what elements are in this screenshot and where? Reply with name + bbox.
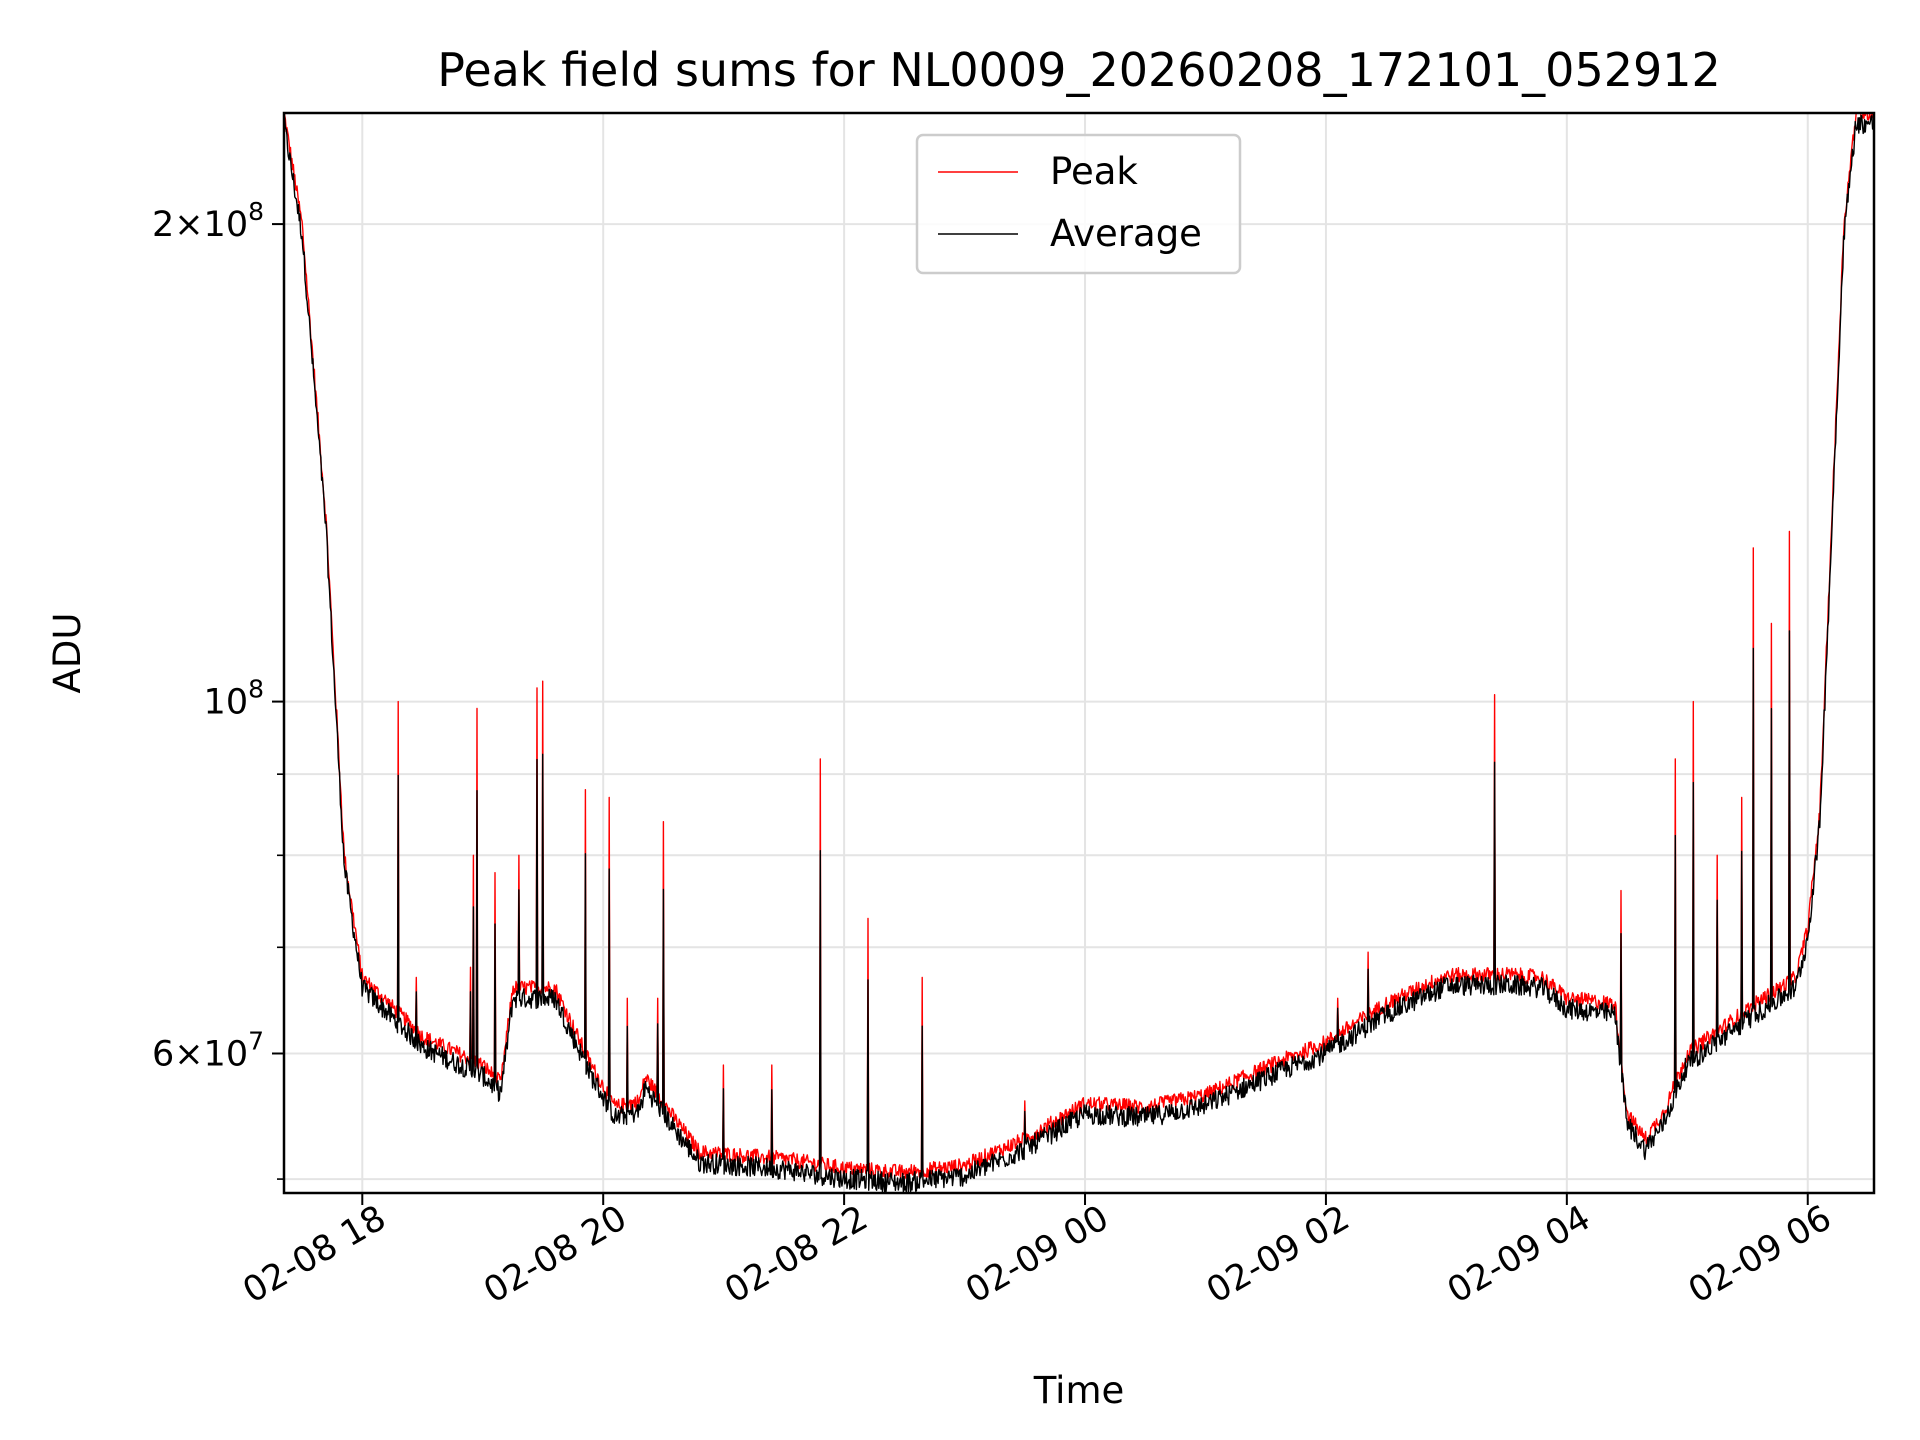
x-tick-label: 02-09 02 — [1200, 1198, 1356, 1311]
y-tick-label: 2×108 — [152, 197, 264, 245]
y-axis-label: ADU — [46, 613, 89, 694]
legend-box — [915, 133, 1242, 275]
x-tick-label: 02-09 04 — [1441, 1198, 1597, 1311]
chart-title: Peak field sums for NL0009_20260208_1721… — [437, 43, 1721, 97]
series-line-average — [284, 114, 1874, 1193]
series-line-peak — [284, 113, 1874, 1180]
legend-label-peak: Peak — [1050, 150, 1138, 193]
y-axis: 108 6×107 2×108 — [152, 197, 284, 1180]
grid — [284, 113, 1874, 1193]
y-tick-label: 6×107 — [152, 1026, 264, 1074]
plot-background — [284, 113, 1874, 1193]
y-tick-label: 108 — [204, 675, 264, 723]
x-tick-label: 02-08 22 — [718, 1198, 874, 1311]
legend-label-average: Average — [1050, 212, 1202, 255]
x-tick-label: 02-08 20 — [477, 1198, 633, 1311]
plot-frame — [282, 111, 1876, 1195]
x-axis: 02-08 18 02-08 20 02-08 22 02-09 00 02-09 02… — [237, 1193, 1838, 1311]
x-tick-label: 02-08 18 — [237, 1198, 393, 1311]
x-tick-label: 02-09 00 — [959, 1198, 1115, 1311]
series-layer — [284, 113, 1874, 1193]
x-axis-label: Time — [1033, 1369, 1125, 1412]
legend: Peak Average — [915, 133, 1242, 275]
x-tick-label: 02-09 06 — [1682, 1198, 1838, 1311]
